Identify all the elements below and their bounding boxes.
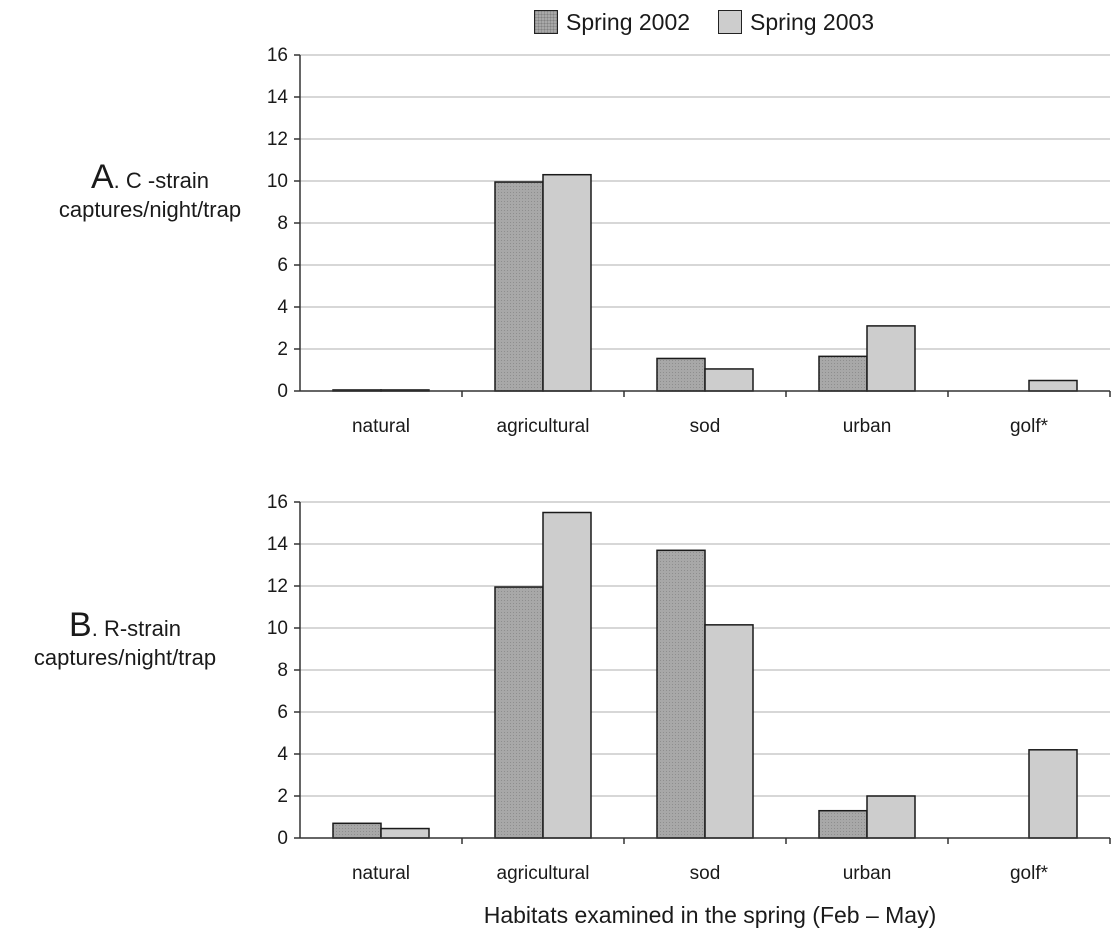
- panel-b-ylabel: captures/night/trap: [33, 645, 217, 671]
- legend-swatch-spring-2003: [718, 10, 743, 34]
- panel-a-plot: 0 2 4 6 8 10 12 14 16 natural agricultural sod urban…: [267, 45, 1111, 437]
- legend-item-spring-2002: Spring 2002: [534, 9, 690, 36]
- panel-a-x-tick-label: agricultural: [497, 416, 590, 437]
- panel-a-x-tick-label: golf*: [1010, 416, 1049, 437]
- panel-b-y-tick-label: 16: [267, 492, 288, 513]
- panel-a-y-tick-label: 16: [267, 45, 288, 66]
- panel-a-y-tick-label: 12: [267, 129, 288, 150]
- panel-b-bar-spring-2003: [380, 827, 430, 839]
- panel-b-x-tick-label: natural: [352, 863, 410, 884]
- panel-a-letter: A: [90, 158, 114, 196]
- panel-b-y-tick-label: 4: [277, 744, 288, 765]
- panel-a-y-tick-label: 0: [277, 381, 288, 402]
- panel-b-bar-spring-2002: [818, 809, 868, 839]
- legend-label-spring-2002: Spring 2002: [566, 8, 691, 35]
- legend-label-spring-2003: Spring 2003: [750, 8, 875, 35]
- panel-a-y-tick-label: 6: [277, 255, 288, 276]
- panel-a-y-tick-label: 2: [277, 339, 288, 360]
- panel-a-bar-spring-2002: [656, 357, 706, 392]
- panel-b-bar-spring-2002: [332, 822, 382, 839]
- panel-a-bar-spring-2002: [818, 355, 868, 392]
- panel-b-y-tick-label: 8: [277, 660, 288, 681]
- panel-b-y-tick-label: 10: [267, 618, 288, 639]
- panel-b-bar-spring-2003: [542, 511, 592, 839]
- panel-a-y-tick-label: 10: [267, 171, 288, 192]
- panel-a-x-tick-label: natural: [352, 416, 410, 437]
- panel-b-x-tick-label: golf*: [1010, 863, 1049, 884]
- panel-a-bar-spring-2003: [866, 325, 916, 392]
- panel-b-bar-spring-2002: [656, 549, 706, 839]
- panel-a-label: A. C -strain captures/night/trap: [0, 158, 300, 222]
- legend-swatch-spring-2002: [534, 10, 558, 34]
- panel-b-bar-spring-2003: [866, 795, 916, 839]
- panel-b-y-tick-label: 14: [267, 534, 289, 555]
- x-axis-title: Habitats examined in the spring (Feb – M…: [483, 902, 937, 928]
- panel-a-y-tick-label: 14: [267, 87, 289, 108]
- panel-a-x-tick-label: urban: [843, 416, 892, 437]
- panel-b-x-tick-label: urban: [843, 863, 892, 884]
- panel-b-x-tick-label: agricultural: [497, 863, 590, 884]
- panel-b-plot: 0 2 4 6 8 10 12 14 16 natural agricultural sod urban…: [267, 492, 1111, 884]
- panel-b-letter: B: [69, 606, 92, 644]
- panel-b-bar-spring-2002: [494, 586, 544, 839]
- legend: Spring 2002 Spring 2003: [534, 6, 874, 38]
- panel-b-bar-spring-2003: [704, 624, 754, 839]
- panel-b-bar-spring-2003: [1028, 749, 1078, 839]
- panel-a-y-tick-label: 4: [277, 297, 288, 318]
- panel-a-bar-spring-2003: [542, 173, 592, 392]
- panel-b-y-tick-label: 12: [267, 576, 288, 597]
- panel-a-bar-spring-2002: [494, 181, 544, 392]
- panel-a-title: . C -strain: [113, 168, 210, 193]
- panel-a-y-tick-label: 8: [277, 213, 288, 234]
- panel-b-y-tick-label: 6: [277, 702, 288, 723]
- panel-b-y-tick-label: 2: [277, 786, 288, 807]
- panel-a-x-tick-label: sod: [690, 416, 721, 437]
- panel-b-y-tick-label: 0: [277, 828, 288, 849]
- panel-b-title: . R-strain: [91, 616, 181, 641]
- panel-b-x-tick-label: sod: [690, 863, 721, 884]
- panel-a-bar-spring-2003: [1028, 379, 1078, 392]
- panel-b-label: B. R-strain captures/night/trap: [0, 606, 250, 670]
- panel-a-ylabel: captures/night/trap: [58, 197, 242, 223]
- legend-item-spring-2003: Spring 2003: [718, 9, 874, 36]
- panel-a-bar-spring-2003: [704, 368, 754, 392]
